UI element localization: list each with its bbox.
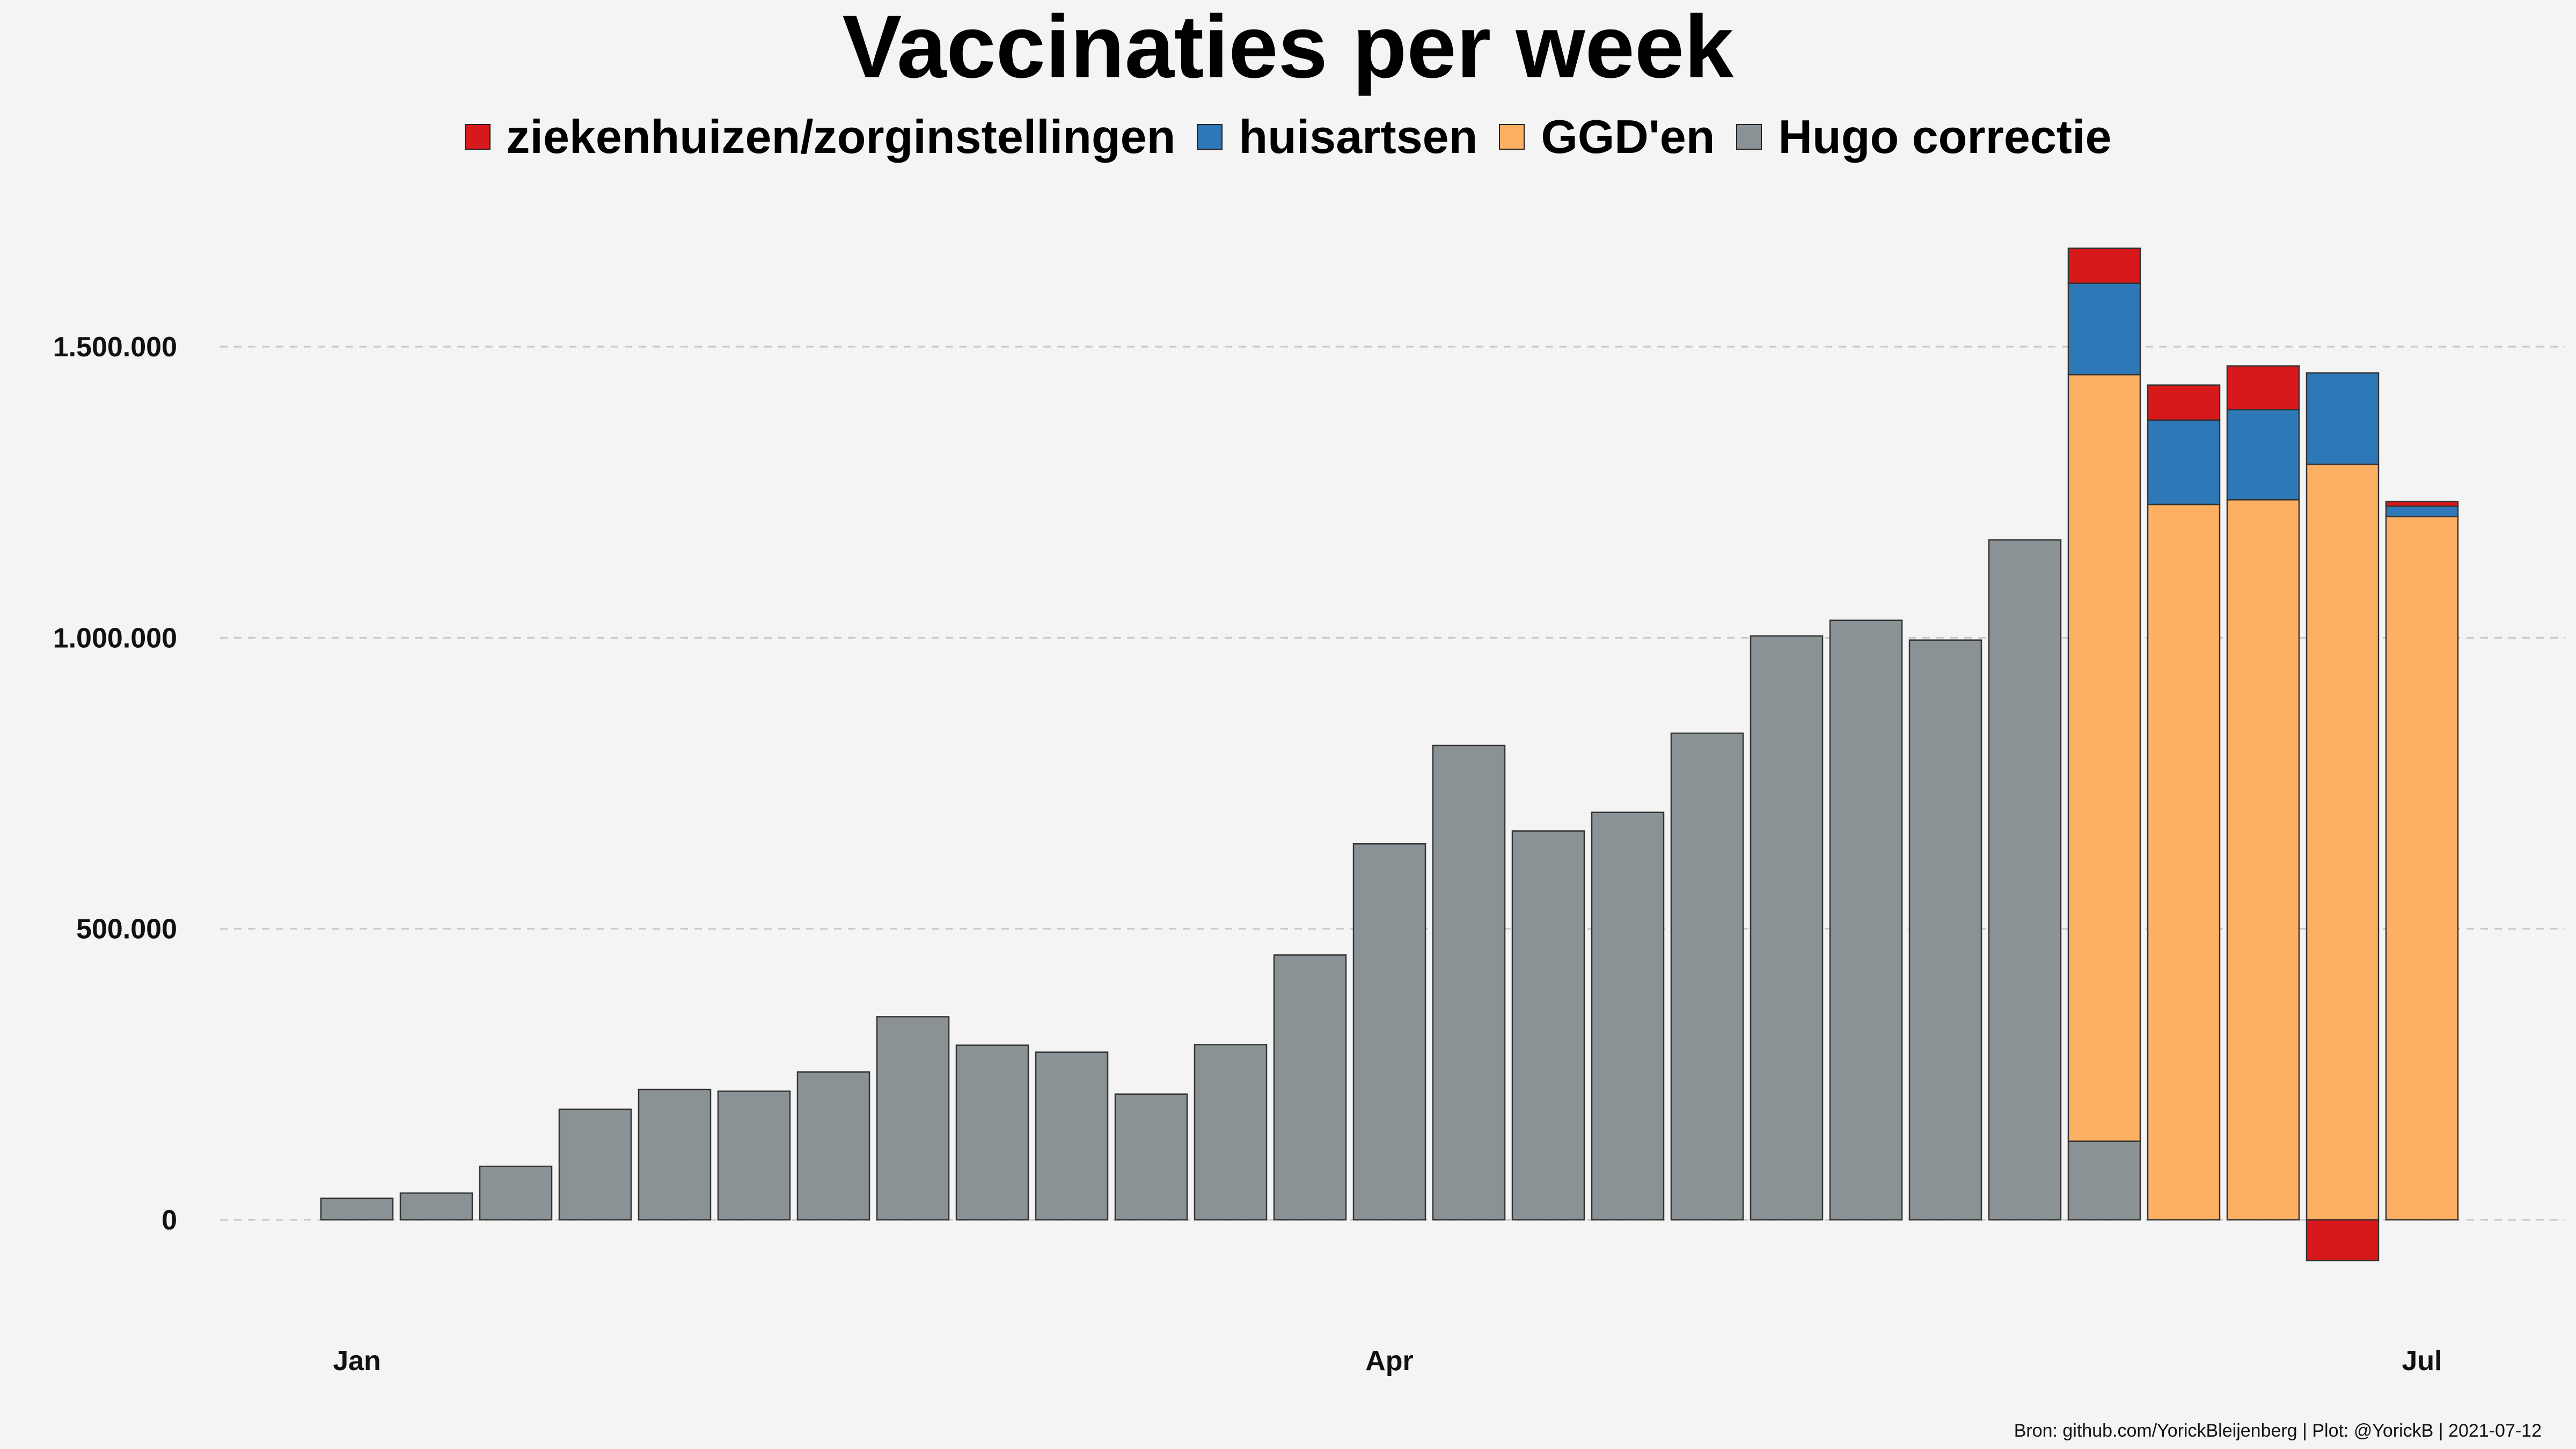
bar-week-23-ziekenhuizen-zorginstellingen [2147, 384, 2221, 421]
bar-week-25-ziekenhuizen-zorginstellingen [2306, 1219, 2380, 1262]
legend-item-huisartsen: huisartsen [1197, 109, 1477, 164]
bar-week-15-hugo-correctie [1511, 830, 1585, 1221]
legend-label-ziekenhuizen: ziekenhuizen/zorginstellingen [506, 110, 1176, 163]
bar-week-24-huisartsen [2226, 408, 2300, 501]
bar-week-4-hugo-correctie [638, 1088, 712, 1221]
legend: ziekenhuizen/zorginstellingen huisartsen… [0, 109, 2576, 164]
bar-week-22-ziekenhuizen-zorginstellingen [2067, 247, 2141, 284]
bar-week-25-huisartsen [2306, 372, 2380, 465]
bar-week-9-hugo-correctie [1035, 1051, 1109, 1221]
bar-week-21-hugo-correctie [1988, 539, 2062, 1221]
bar-week-23-huisartsen [2147, 419, 2221, 506]
legend-label-huisartsen: huisartsen [1239, 110, 1478, 163]
legend-label-ggden: GGD'en [1541, 110, 1715, 163]
bar-week-3-hugo-correctie [558, 1108, 632, 1221]
y-tick-label-1: 500.000 [76, 914, 177, 945]
x-tick-label-2: Jul [2402, 1345, 2442, 1377]
bar-week-18-hugo-correctie [1750, 635, 1824, 1221]
bar-week-13-hugo-correctie [1352, 843, 1426, 1221]
bar-week-24-ggd-en [2226, 499, 2300, 1221]
bar-week-25-ggd-en [2306, 463, 2380, 1221]
bar-week-26-ggd-en [2385, 516, 2459, 1221]
legend-swatch-ziekenhuizen [464, 124, 491, 150]
bar-week-12-hugo-correctie [1273, 954, 1347, 1221]
bar-week-2-hugo-correctie [479, 1165, 553, 1221]
bar-week-23-ggd-en [2147, 503, 2221, 1221]
x-tick-label-0: Jan [333, 1345, 381, 1377]
bar-week-1-hugo-correctie [399, 1192, 473, 1221]
chart-title: Vaccinaties per week [842, 0, 1734, 97]
bar-week-19-hugo-correctie [1829, 619, 1903, 1221]
bar-week-20-hugo-correctie [1908, 639, 1982, 1221]
legend-swatch-ggden [1499, 124, 1525, 150]
legend-item-ggden: GGD'en [1499, 109, 1715, 164]
bar-week-22-huisartsen [2067, 282, 2141, 376]
legend-label-hugo: Hugo correctie [1778, 110, 2112, 163]
bar-week-11-hugo-correctie [1194, 1044, 1268, 1221]
bar-week-16-hugo-correctie [1591, 811, 1665, 1221]
bar-week-26-ziekenhuizen-zorginstellingen [2385, 501, 2459, 507]
y-tick-label-0: 0 [162, 1205, 177, 1236]
bar-week-8-hugo-correctie [955, 1044, 1029, 1221]
x-tick-label-1: Apr [1365, 1345, 1414, 1377]
bar-week-6-hugo-correctie [796, 1071, 870, 1221]
legend-swatch-huisartsen [1197, 124, 1223, 150]
bar-week-24-ziekenhuizen-zorginstellingen [2226, 365, 2300, 411]
bar-week-0-hugo-correctie [320, 1197, 394, 1221]
bar-week-10-hugo-correctie [1114, 1093, 1188, 1221]
source-caption: Bron: github.com/YorickBleijenberg | Plo… [2014, 1421, 2542, 1441]
y-tick-label-2: 1.000.000 [53, 623, 177, 654]
legend-swatch-hugo [1736, 124, 1762, 150]
bar-week-5-hugo-correctie [717, 1091, 791, 1221]
bar-week-22-hugo-correctie [2067, 1140, 2141, 1221]
bar-week-22-ggd-en [2067, 374, 2141, 1142]
bar-week-14-hugo-correctie [1432, 744, 1506, 1221]
bar-week-26-huisartsen [2385, 505, 2459, 517]
bar-week-17-hugo-correctie [1670, 732, 1744, 1221]
legend-item-hugo: Hugo correctie [1736, 109, 2111, 164]
legend-item-ziekenhuizen: ziekenhuizen/zorginstellingen [464, 109, 1176, 164]
y-tick-label-3: 1.500.000 [53, 332, 177, 363]
bar-week-7-hugo-correctie [876, 1016, 950, 1221]
